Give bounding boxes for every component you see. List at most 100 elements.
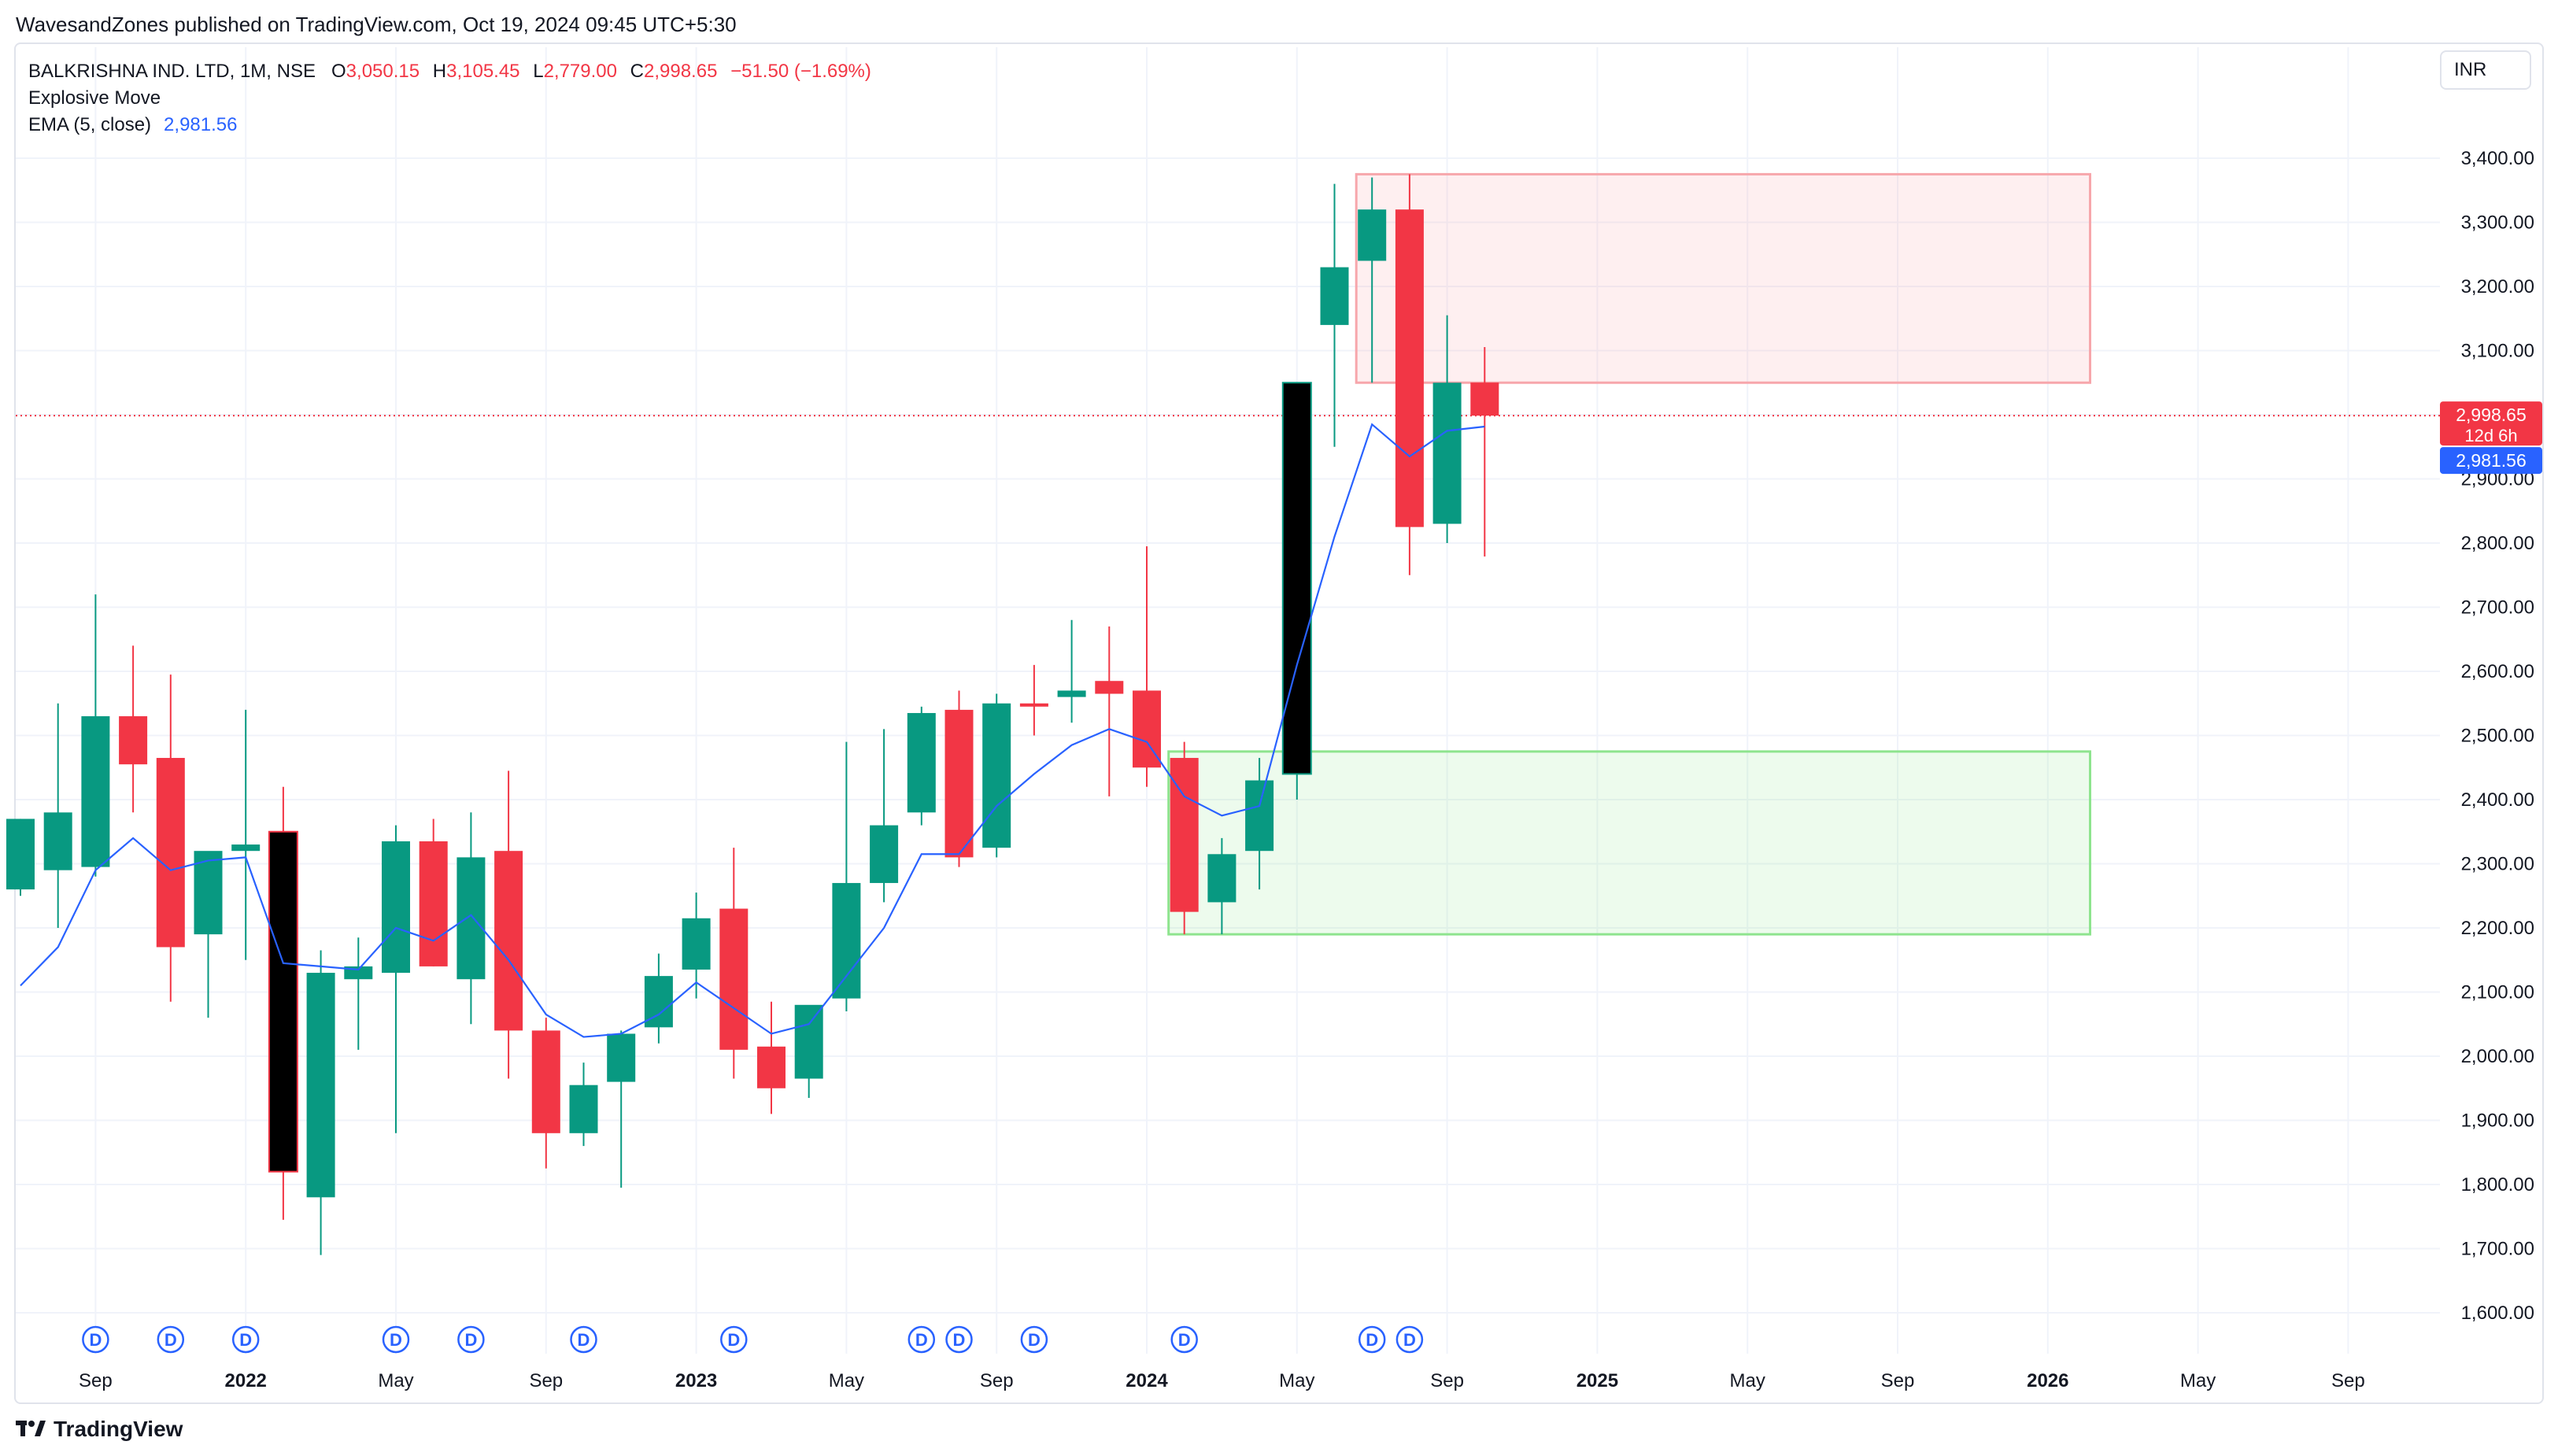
candle-2021-08[interactable] [43, 703, 72, 928]
candle-body [419, 841, 448, 966]
candle-2022-01[interactable] [231, 709, 261, 960]
candle-body [6, 819, 35, 890]
candle-2023-01[interactable] [682, 892, 711, 999]
time-tick-label: May [1730, 1370, 1765, 1391]
dividend-marker-icon[interactable]: D [457, 1325, 485, 1354]
dividend-marker-icon[interactable]: D [82, 1325, 109, 1354]
dividend-marker-icon[interactable]: D [907, 1325, 936, 1354]
dividend-marker-icon[interactable]: D [570, 1325, 597, 1354]
dividend-marker-icon[interactable]: D [1395, 1325, 1424, 1354]
demand-zone[interactable] [1167, 750, 2091, 936]
candle-2023-12[interactable] [1095, 626, 1124, 796]
candle-2024-04[interactable] [1245, 758, 1274, 890]
svg-text:D: D [1366, 1330, 1378, 1350]
candle-2023-07[interactable] [907, 706, 936, 826]
candle-2021-11[interactable] [156, 674, 185, 1002]
candle-2023-10[interactable] [1019, 664, 1048, 736]
price-tick-label: 1,700.00 [2461, 1239, 2534, 1260]
candle-2024-08[interactable] [1395, 174, 1424, 575]
price-tick-label: 1,900.00 [2461, 1110, 2534, 1132]
indicator-row-ema[interactable]: EMA (5, close) 2,981.56 [28, 112, 879, 139]
dividend-marker-icon[interactable]: D [231, 1325, 260, 1354]
ema-value: 2,981.56 [164, 114, 238, 135]
time-tick-label: May [378, 1370, 413, 1391]
indicator-row-explosive[interactable]: Explosive Move [28, 85, 879, 112]
candle-2024-05[interactable] [1281, 382, 1312, 800]
dividend-marker-icon[interactable]: D [945, 1325, 973, 1354]
dividend-marker-icon[interactable]: D [1358, 1325, 1386, 1354]
candle-body [119, 716, 148, 765]
candle-2021-12[interactable] [194, 851, 223, 1018]
price-axis[interactable]: 1,600.00 1,700.00 1,800.00 1,900.00 2,000.00… [2461, 148, 2534, 1324]
candle-2023-11[interactable] [1057, 619, 1086, 723]
candle-2023-03[interactable] [757, 1001, 786, 1114]
ema-line [20, 423, 1485, 1038]
candle-2022-08[interactable] [494, 770, 523, 1079]
low-label: L [533, 61, 544, 82]
price-tick-label: 2,300.00 [2461, 854, 2534, 875]
time-tick-label: Sep [980, 1370, 1014, 1391]
dividend-marker-icon[interactable]: D [1170, 1325, 1198, 1354]
tradingview-brand[interactable]: TradingView [16, 1417, 183, 1443]
svg-text:D: D [164, 1330, 177, 1350]
svg-text:D: D [239, 1330, 252, 1350]
candle-2023-06[interactable] [870, 729, 899, 903]
candle-2022-02[interactable] [268, 786, 298, 1220]
dividend-marker-icon[interactable]: D [157, 1325, 185, 1354]
price-tick-label: 3,300.00 [2461, 212, 2534, 234]
candles-layer[interactable] [6, 174, 1499, 1255]
candle-2023-08[interactable] [944, 690, 974, 867]
dividend-marker-icon[interactable]: D [1020, 1325, 1048, 1354]
chart-legend: BALKRISHNA IND. LTD, 1M, NSE O3,050.15 H… [28, 58, 879, 139]
candle-2021-07[interactable] [6, 819, 35, 896]
candle-2023-09[interactable] [982, 693, 1011, 858]
svg-text:2,998.65: 2,998.65 [2456, 405, 2527, 425]
svg-text:D: D [464, 1330, 477, 1350]
candle-2022-03[interactable] [306, 950, 335, 1255]
candle-2023-02[interactable] [719, 848, 749, 1079]
candle-2024-10[interactable] [1470, 347, 1499, 557]
candle-2024-07[interactable] [1358, 177, 1387, 383]
time-tick-label: Sep [79, 1370, 113, 1391]
candle-2022-10[interactable] [569, 1062, 598, 1147]
low-value: 2,779.00 [543, 61, 617, 82]
open-value: 3,050.15 [346, 61, 420, 82]
candle-2024-01[interactable] [1133, 546, 1161, 787]
candle-2024-09[interactable] [1432, 315, 1462, 543]
open-label: O [331, 61, 346, 82]
candle-body [832, 882, 861, 999]
svg-text:D: D [89, 1330, 102, 1350]
candle-2022-07[interactable] [457, 812, 486, 1025]
candle-2022-11[interactable] [607, 1030, 636, 1188]
svg-text:2,981.56: 2,981.56 [2456, 450, 2527, 471]
candle-2023-05[interactable] [832, 741, 861, 1011]
time-tick-label: Sep [1881, 1370, 1915, 1391]
time-tick-label: May [1279, 1370, 1314, 1391]
price-tick-label: 2,500.00 [2461, 726, 2534, 747]
candle-body [194, 851, 223, 935]
candle-2022-04[interactable] [344, 937, 373, 1050]
tradingview-wordmark: TradingView [54, 1417, 183, 1441]
candle-2021-10[interactable] [119, 645, 148, 813]
candle-2023-04[interactable] [794, 1004, 823, 1098]
chart-frame [14, 42, 2544, 1404]
candle-2021-09[interactable] [81, 594, 110, 877]
currency-button[interactable]: INR [2440, 50, 2531, 90]
dividend-marker-icon[interactable]: D [720, 1325, 748, 1354]
candle-body [1245, 780, 1274, 852]
candle-2022-05[interactable] [382, 825, 410, 1133]
candle-body [907, 712, 936, 813]
dividend-marker-icon[interactable]: D [382, 1325, 410, 1354]
candle-2022-06[interactable] [419, 819, 448, 966]
candle-2024-06[interactable] [1320, 183, 1349, 447]
symbol-name[interactable]: BALKRISHNA IND. LTD, 1M, NSE [28, 61, 316, 82]
candle-2022-12[interactable] [644, 953, 673, 1044]
candle-2024-02[interactable] [1170, 741, 1199, 935]
supply-zone[interactable] [1355, 172, 2091, 384]
time-axis[interactable]: Sep 2022 May Sep 2023 May Sep 2024 May Sep 2025 May… [79, 1370, 2365, 1391]
candle-2022-09[interactable] [531, 1018, 560, 1169]
candle-2024-03[interactable] [1207, 837, 1236, 935]
